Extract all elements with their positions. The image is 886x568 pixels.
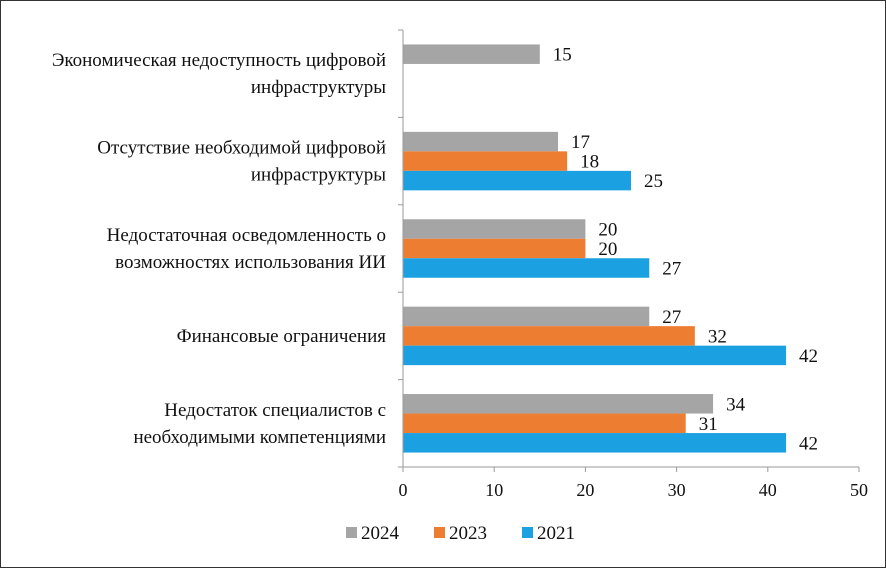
category-label-4-1: необходимыми компетенциями bbox=[133, 427, 386, 448]
data-label-2021-1: 25 bbox=[644, 171, 663, 192]
category-label-0-1: инфраструктуры bbox=[251, 77, 386, 98]
category-label-3-0: Финансовые ограничения bbox=[177, 326, 387, 347]
x-tick-label-4: 40 bbox=[759, 480, 777, 500]
legend-swatch-2024 bbox=[346, 527, 357, 538]
data-label-2021-4: 42 bbox=[799, 433, 818, 454]
bar-2024-1 bbox=[403, 131, 559, 152]
legend-label-2024: 2024 bbox=[361, 523, 400, 544]
data-label-2024-3: 27 bbox=[662, 307, 681, 328]
bar-2021-2 bbox=[403, 258, 650, 278]
bar-2024-2 bbox=[403, 219, 586, 239]
legend-swatch-2021 bbox=[522, 527, 533, 538]
x-tick-label-1: 10 bbox=[485, 480, 503, 500]
data-label-2024-4: 34 bbox=[726, 394, 746, 415]
bar-2023-3 bbox=[403, 326, 695, 346]
category-label-1-1: инфраструктуры bbox=[251, 165, 386, 186]
bar-2023-2 bbox=[403, 238, 586, 259]
bar-2024-4 bbox=[403, 394, 714, 414]
category-label-1-0: Отсутствие необходимой цифровой bbox=[97, 138, 386, 159]
category-label-2-1: возможностях использования ИИ bbox=[115, 252, 386, 273]
data-label-2024-2: 20 bbox=[598, 220, 617, 241]
x-tick-label-5: 50 bbox=[850, 480, 868, 500]
bar-2021-1 bbox=[403, 170, 631, 191]
data-label-2021-3: 42 bbox=[799, 346, 818, 367]
bar-2023-4 bbox=[403, 413, 686, 434]
category-label-4-0: Недостаток специалистов с bbox=[164, 400, 386, 421]
data-label-2024-0: 15 bbox=[553, 45, 572, 66]
bar-2023-1 bbox=[403, 151, 568, 171]
data-label-2023-2: 20 bbox=[598, 239, 617, 260]
data-label-2023-4: 31 bbox=[699, 414, 718, 435]
x-tick-label-3: 30 bbox=[668, 480, 686, 500]
bar-2024-3 bbox=[403, 306, 650, 327]
x-tick-label-0: 0 bbox=[399, 480, 408, 500]
data-label-2023-3: 32 bbox=[708, 326, 727, 347]
bar-2021-4 bbox=[403, 433, 787, 453]
category-label-2-0: Недостаточная осведомленность о bbox=[107, 225, 386, 246]
data-label-2021-2: 27 bbox=[662, 259, 681, 280]
bar-2024-0 bbox=[403, 44, 540, 64]
category-label-0-0: Экономическая недоступность цифровой bbox=[52, 50, 386, 71]
x-tick-label-2: 20 bbox=[576, 480, 594, 500]
data-label-2024-1: 17 bbox=[571, 132, 590, 153]
legend-label-2021: 2021 bbox=[537, 523, 575, 544]
legend-label-2023: 2023 bbox=[449, 523, 487, 544]
legend-swatch-2023 bbox=[434, 527, 445, 538]
data-label-2023-1: 18 bbox=[580, 152, 599, 173]
bar-2021-3 bbox=[403, 345, 787, 366]
